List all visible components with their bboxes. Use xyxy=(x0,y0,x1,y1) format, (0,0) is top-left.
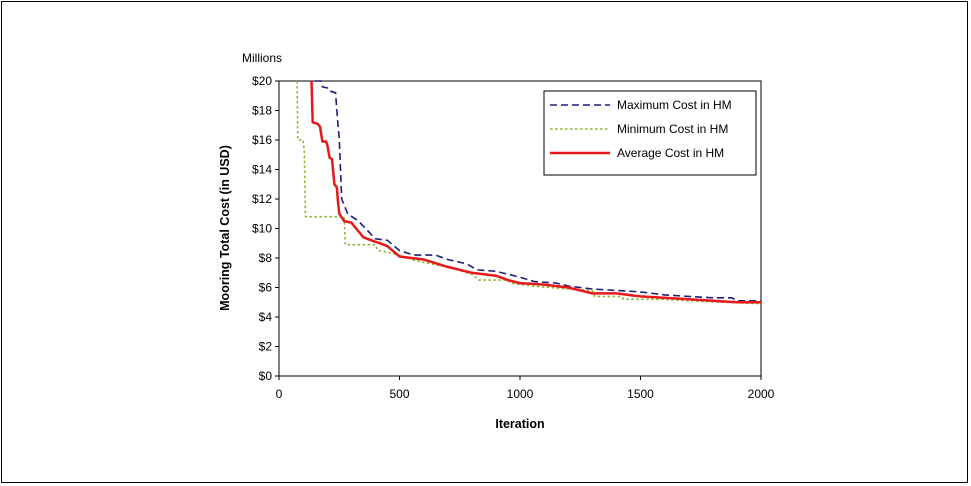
series-line-1 xyxy=(315,80,761,302)
y-tick-label: $8 xyxy=(259,251,273,265)
series-line-3 xyxy=(310,80,761,304)
legend-label: Maximum Cost in HM xyxy=(617,98,732,112)
y-tick-label: $12 xyxy=(252,192,272,206)
x-tick-label: 2000 xyxy=(748,387,775,401)
x-axis-title: Iteration xyxy=(495,417,544,431)
y-tick-label: $20 xyxy=(252,74,272,88)
x-tick-label: 1500 xyxy=(627,387,654,401)
legend-label: Minimum Cost in HM xyxy=(617,122,728,136)
y-tick-label: $10 xyxy=(252,222,272,236)
y-tick-label: $6 xyxy=(259,281,273,295)
legend: Maximum Cost in HM Minimum Cost in HM Aver… xyxy=(543,90,757,176)
x-tick-label: 500 xyxy=(389,387,409,401)
y-unit-label: Millions xyxy=(242,51,282,65)
x-tick-label: 1000 xyxy=(507,387,534,401)
legend-box xyxy=(543,90,757,176)
y-tick-label: $2 xyxy=(259,340,273,354)
legend-label: Average Cost in HM xyxy=(617,146,724,160)
y-axis-title: Mooring Total Cost (in USD) xyxy=(218,145,232,311)
y-tick-label: $4 xyxy=(259,310,273,324)
series-line-2 xyxy=(296,80,762,305)
series-lines xyxy=(296,80,762,305)
y-tick-label: $14 xyxy=(252,163,272,177)
y-axis: $0 $2 $4 $6 $8 $10 $12 $14 $16 $18 $20 xyxy=(252,74,279,383)
x-tick-label: 0 xyxy=(276,387,283,401)
y-tick-label: $16 xyxy=(252,133,272,147)
y-tick-label: $18 xyxy=(252,104,272,118)
x-axis: 0 500 1000 1500 2000 xyxy=(276,376,775,401)
y-tick-label: $0 xyxy=(259,369,273,383)
